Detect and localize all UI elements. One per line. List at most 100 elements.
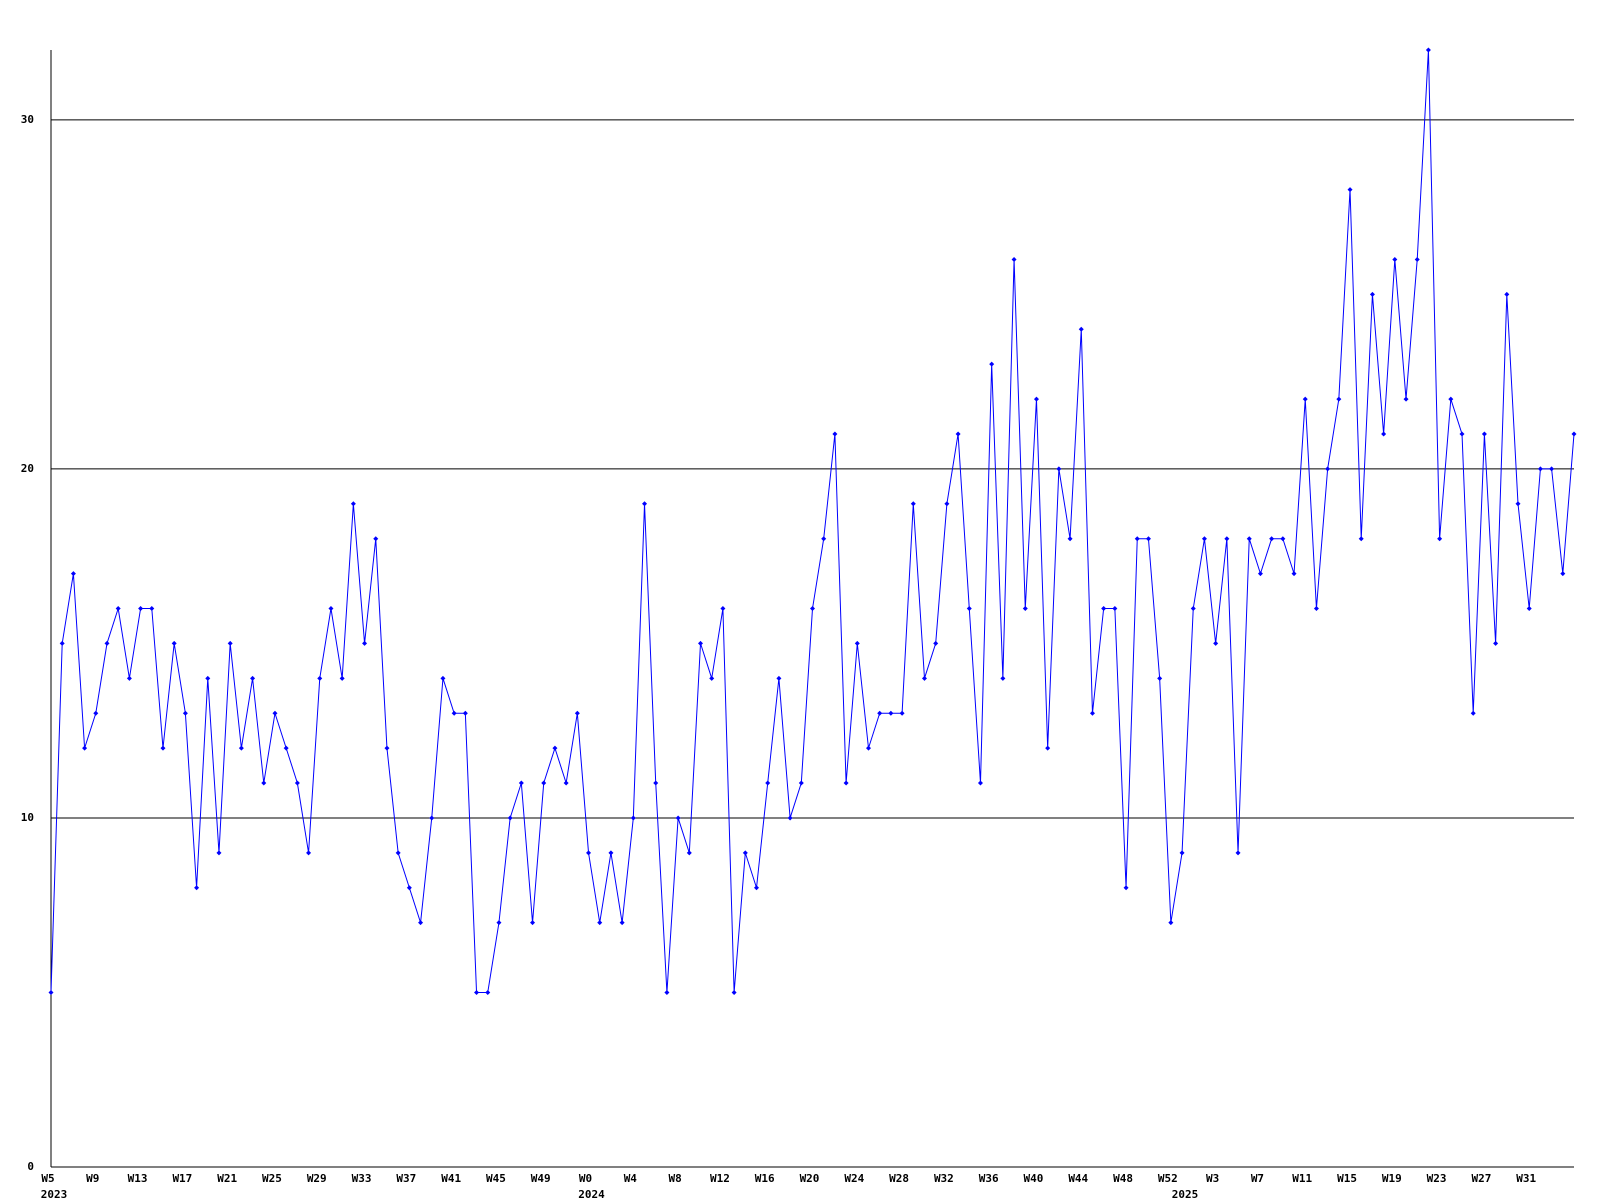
data-point	[1224, 536, 1230, 542]
x-tick-label: W49	[531, 1172, 551, 1185]
x-tick-label: W9	[86, 1172, 99, 1185]
data-point	[1123, 885, 1129, 891]
data-point	[1313, 606, 1319, 611]
data-point	[250, 675, 256, 681]
data-point	[1403, 396, 1409, 402]
x-tick-label: W15	[1337, 1172, 1357, 1185]
data-point	[1134, 536, 1140, 542]
data-point	[698, 640, 704, 646]
data-point	[126, 675, 132, 681]
data-point	[574, 710, 580, 716]
data-point	[709, 675, 715, 681]
x-tick-label: W44	[1068, 1172, 1088, 1185]
data-point	[518, 780, 524, 786]
x-tick-label: W37	[396, 1172, 416, 1185]
x-tick-label: W31	[1516, 1172, 1536, 1185]
data-point	[1022, 606, 1028, 611]
data-point	[530, 920, 536, 926]
data-point	[798, 780, 804, 786]
data-point	[1560, 571, 1566, 577]
data-point	[821, 536, 827, 542]
x-tick-label: W3	[1206, 1172, 1219, 1185]
data-point	[171, 640, 177, 646]
data-point	[1381, 431, 1387, 437]
data-point	[1571, 431, 1577, 437]
data-point	[1033, 396, 1039, 402]
data-point	[1101, 606, 1107, 611]
data-point	[1369, 291, 1375, 297]
x-tick-label: W17	[172, 1172, 192, 1185]
data-point	[955, 431, 961, 437]
data-point	[720, 606, 726, 611]
data-point	[70, 571, 76, 577]
data-point	[1504, 291, 1510, 297]
data-point	[59, 640, 65, 646]
x-group-label: 2025	[1172, 1188, 1199, 1200]
data-point	[541, 780, 547, 786]
data-point	[552, 745, 558, 751]
data-point	[1257, 571, 1263, 577]
data-point	[865, 745, 871, 751]
data-point	[1414, 256, 1420, 262]
data-point	[205, 675, 211, 681]
x-tick-label: W40	[1024, 1172, 1044, 1185]
x-tick-label: W32	[934, 1172, 954, 1185]
x-tick-label: W45	[486, 1172, 506, 1185]
data-line	[50, 49, 1575, 993]
x-tick-label: W48	[1113, 1172, 1133, 1185]
data-point	[1112, 606, 1118, 611]
data-point	[563, 780, 569, 786]
data-point	[306, 850, 312, 856]
data-point	[1336, 396, 1342, 402]
x-tick-label: W25	[262, 1172, 282, 1185]
x-tick-label: W4	[624, 1172, 638, 1185]
x-tick-label: W19	[1382, 1172, 1402, 1185]
y-tick-label: 30	[21, 113, 34, 126]
data-point	[1347, 187, 1353, 193]
data-point	[328, 606, 334, 611]
x-tick-label: W52	[1158, 1172, 1178, 1185]
x-tick-label: W36	[979, 1172, 999, 1185]
data-point	[82, 745, 88, 751]
data-point	[910, 501, 916, 507]
data-point	[1459, 431, 1465, 437]
data-point	[642, 501, 648, 507]
data-point	[317, 675, 323, 681]
data-point	[1437, 536, 1443, 542]
data-point	[384, 745, 390, 751]
data-point	[1515, 501, 1521, 507]
x-tick-label: W33	[352, 1172, 372, 1185]
x-tick-label: W29	[307, 1172, 327, 1185]
data-point	[630, 815, 636, 821]
x-tick-label: W28	[889, 1172, 909, 1185]
data-point	[440, 675, 446, 681]
data-point	[160, 745, 166, 751]
data-point	[1201, 536, 1207, 542]
data-point	[283, 745, 289, 751]
data-point	[339, 675, 345, 681]
data-point	[877, 710, 883, 716]
data-point	[966, 606, 972, 611]
data-point	[731, 989, 737, 995]
data-point	[1302, 396, 1308, 402]
data-point	[1425, 47, 1431, 53]
data-point	[238, 745, 244, 751]
x-tick-label: W12	[710, 1172, 730, 1185]
data-point	[1280, 536, 1286, 542]
data-point	[1045, 745, 1051, 751]
y-tick-label: 20	[21, 462, 34, 475]
data-point	[653, 780, 659, 786]
data-point	[776, 675, 782, 681]
data-point	[272, 710, 278, 716]
x-group-label: 2024	[578, 1188, 605, 1200]
data-point	[115, 606, 121, 611]
data-point	[138, 606, 144, 611]
data-point	[989, 361, 995, 367]
x-tick-label: W41	[441, 1172, 461, 1185]
x-tick-label: W8	[668, 1172, 681, 1185]
data-point	[474, 989, 480, 995]
data-point	[1235, 850, 1241, 856]
data-point	[1291, 571, 1297, 577]
data-point	[787, 815, 793, 821]
data-point	[194, 885, 200, 891]
